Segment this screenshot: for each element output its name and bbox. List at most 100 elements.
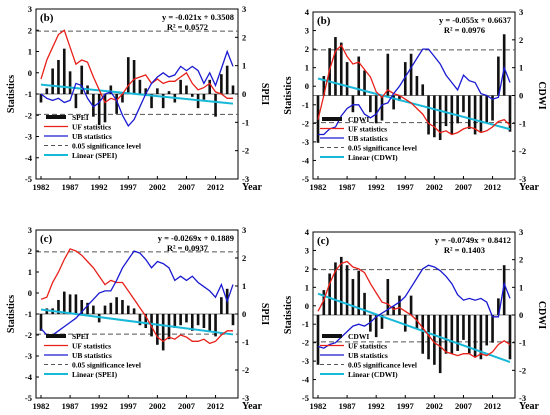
x-tick-label: 2002 — [149, 182, 166, 192]
index-bar — [144, 314, 148, 328]
index-bar — [115, 297, 118, 314]
index-bar — [421, 84, 425, 96]
index-bar — [380, 95, 384, 121]
index-bar — [214, 314, 217, 337]
index-bar — [121, 94, 124, 103]
x-tick-label: 2002 — [426, 401, 443, 411]
index-bar — [196, 314, 200, 326]
index-bar — [334, 262, 337, 315]
index-bar — [467, 95, 471, 129]
index-bar — [115, 94, 118, 114]
index-bar — [150, 94, 153, 109]
index-bar — [62, 48, 66, 94]
left-tick-label: 0 — [28, 288, 32, 298]
y-axis-label-right: SPEI — [259, 83, 270, 105]
index-bar — [462, 95, 465, 113]
left-tick-label: 2 — [28, 246, 32, 256]
x-axis-label: Year — [519, 401, 540, 412]
legend-label: Linear (CDWI) — [348, 370, 398, 379]
right-tick-label: 3 — [242, 4, 246, 14]
right-tick-label: -3 — [519, 393, 526, 403]
index-bar — [51, 68, 54, 94]
index-bar — [374, 315, 378, 338]
index-bar — [92, 305, 95, 314]
index-bar — [86, 302, 89, 314]
index-bar — [57, 300, 60, 314]
uf-statistics-line — [40, 29, 233, 104]
trend-equation: y = -0.0269x + 0.1889 — [158, 233, 234, 243]
right-tick-label: -1 — [242, 337, 249, 347]
x-tick-label: 1987 — [62, 182, 80, 192]
right-tick-label: -3 — [242, 393, 249, 403]
legend-label: UF statistics — [348, 342, 387, 351]
left-tick-label: -4 — [302, 155, 310, 165]
index-bar — [231, 314, 235, 326]
trend-equation: y = -0.055x + 0.6637 — [439, 15, 512, 25]
index-bar — [409, 53, 413, 96]
index-bar — [438, 95, 442, 141]
right-tick-label: 0 — [242, 89, 246, 99]
left-tick-label: -2 — [302, 338, 309, 348]
linear-trend-line — [40, 83, 234, 105]
index-bar — [345, 265, 349, 315]
index-bar — [433, 315, 436, 365]
index-bar — [220, 297, 223, 314]
index-bar — [126, 57, 130, 94]
index-bar — [433, 95, 436, 138]
index-bar — [74, 294, 78, 314]
left-tick-label: -4 — [302, 375, 310, 385]
legend-label: 0.05 significance level — [348, 361, 417, 370]
left-tick-label: -5 — [25, 174, 32, 184]
index-bar — [92, 94, 95, 117]
index-bar — [427, 95, 430, 135]
right-tick-label: -1 — [519, 118, 526, 128]
left-tick-label: -2 — [25, 110, 32, 120]
index-bar — [444, 315, 448, 354]
legend-label: UB statistics — [72, 351, 112, 360]
index-bar — [473, 95, 477, 135]
index-bar — [202, 314, 206, 328]
right-tick-label: -2 — [519, 146, 526, 156]
index-bar — [68, 294, 72, 314]
index-bar — [450, 95, 454, 135]
trend-r-squared: R² = 0.0937 — [167, 243, 209, 253]
right-tick-label: -3 — [242, 174, 249, 184]
index-bar — [339, 42, 343, 96]
uf-statistics-line — [317, 44, 511, 136]
y-axis-label-left: Statistics — [6, 295, 17, 333]
index-bar — [502, 34, 506, 96]
index-bar — [121, 300, 124, 314]
index-bar — [403, 62, 407, 96]
index-bar — [502, 265, 506, 315]
linear-trend-line — [40, 308, 234, 336]
left-tick-label: 3 — [305, 26, 309, 36]
index-bar — [450, 315, 454, 354]
index-bar — [185, 314, 188, 323]
right-tick-label: -1 — [519, 338, 526, 348]
index-bar — [427, 315, 430, 360]
index-bar — [467, 315, 471, 354]
index-bar — [398, 295, 401, 315]
right-tick-label: -1 — [242, 117, 249, 127]
index-bar — [479, 95, 483, 132]
index-bar — [473, 315, 477, 357]
right-tick-label: 2 — [519, 35, 523, 45]
right-tick-label: 1 — [519, 63, 523, 73]
x-tick-label: 1992 — [91, 401, 108, 411]
index-bar — [415, 76, 419, 96]
ub-statistics-line — [317, 264, 511, 349]
index-bar — [316, 315, 320, 365]
right-tick-label: -2 — [242, 365, 249, 375]
y-axis-label-right: SPEI — [259, 303, 270, 325]
index-bar — [68, 71, 72, 94]
x-tick-label: 1992 — [91, 182, 108, 192]
index-bar — [357, 270, 361, 315]
left-tick-label: -3 — [25, 351, 32, 361]
left-tick-label: 2 — [28, 25, 32, 35]
left-tick-label: -3 — [302, 137, 309, 147]
y-axis-label-left: Statistics — [283, 76, 294, 114]
index-bar — [398, 95, 401, 102]
x-tick-label: 1992 — [368, 401, 385, 411]
right-tick-label: 3 — [242, 225, 246, 235]
y-axis-label-right: CDWI — [536, 81, 547, 109]
